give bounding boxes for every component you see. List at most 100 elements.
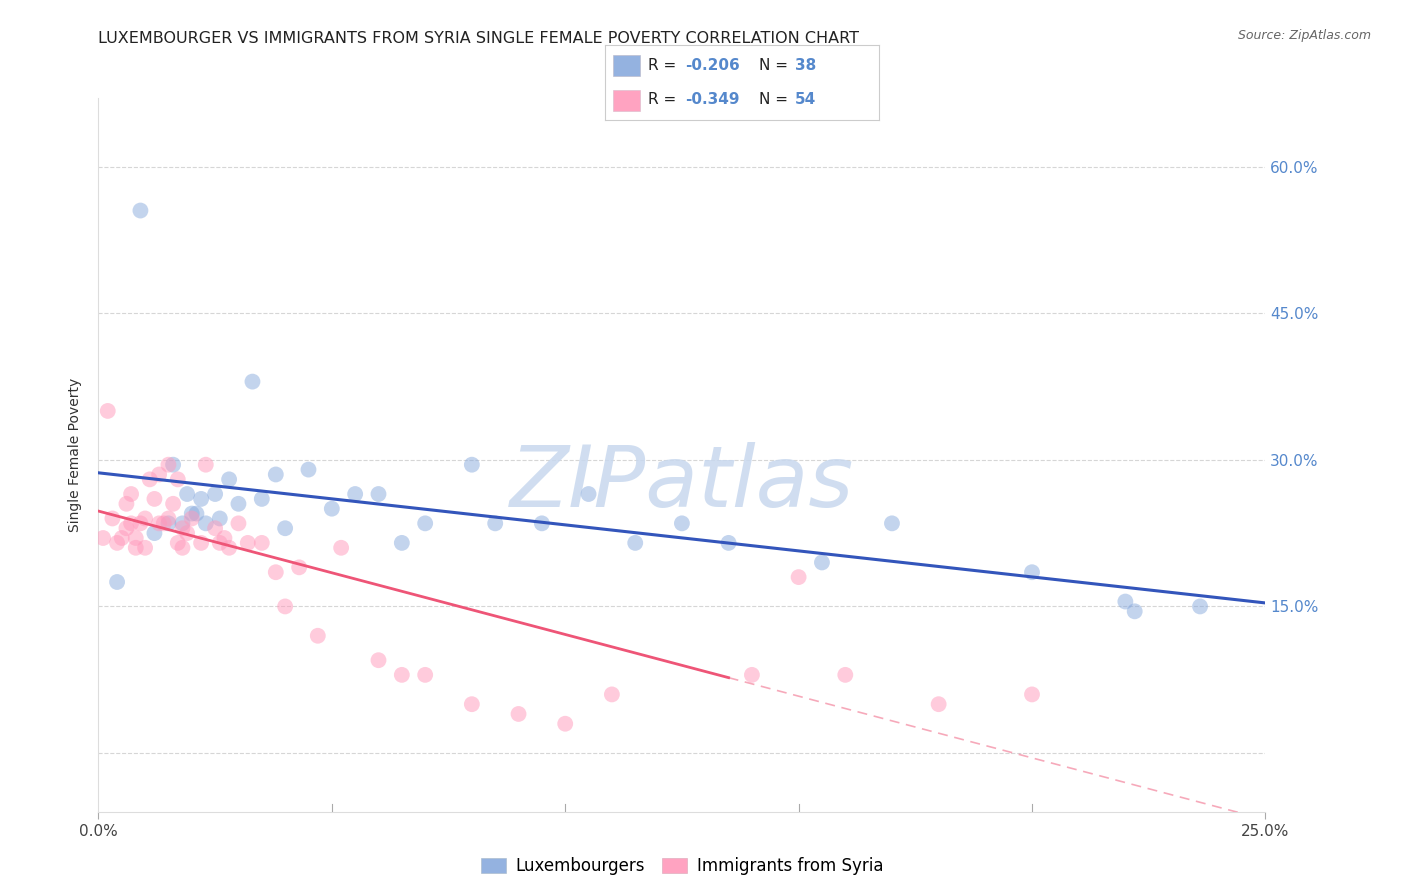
Point	[208, 536, 231, 550]
Point	[194, 458, 217, 472]
Point	[250, 491, 273, 506]
Point	[120, 516, 142, 531]
Point	[297, 462, 319, 476]
Point	[105, 536, 128, 550]
Point	[461, 458, 484, 472]
Point	[413, 516, 436, 531]
Point	[1189, 599, 1212, 614]
Point	[321, 501, 343, 516]
Point	[139, 472, 162, 486]
Point	[307, 629, 329, 643]
Point	[218, 472, 240, 486]
Point	[194, 516, 217, 531]
Point	[834, 668, 856, 682]
Y-axis label: Single Female Poverty: Single Female Poverty	[69, 378, 83, 532]
Point	[162, 458, 184, 472]
Text: N =: N =	[759, 92, 793, 107]
Point	[148, 467, 170, 482]
Point	[162, 497, 184, 511]
Point	[134, 541, 156, 555]
Point	[236, 536, 259, 550]
Point	[101, 511, 124, 525]
Point	[208, 511, 231, 525]
Point	[600, 687, 623, 701]
Point	[172, 521, 194, 535]
Point	[717, 536, 740, 550]
Point	[413, 668, 436, 682]
Point	[787, 570, 810, 584]
Point	[125, 541, 148, 555]
Point	[250, 536, 273, 550]
Point	[391, 536, 413, 550]
Point	[508, 706, 530, 721]
Text: 38: 38	[796, 58, 817, 73]
Point	[461, 697, 484, 711]
Point	[105, 574, 128, 589]
Point	[176, 526, 198, 541]
Point	[186, 507, 208, 521]
Point	[157, 516, 180, 531]
Point	[274, 599, 297, 614]
Point	[129, 516, 152, 531]
Point	[129, 203, 152, 218]
Point	[152, 516, 174, 531]
Point	[143, 526, 166, 541]
Point	[91, 531, 114, 545]
Point	[111, 531, 134, 545]
Point	[242, 375, 264, 389]
Point	[204, 521, 226, 535]
Point	[180, 511, 202, 525]
Point	[554, 716, 576, 731]
Point	[218, 541, 240, 555]
Point	[180, 507, 202, 521]
Point	[1114, 594, 1136, 608]
Text: N =: N =	[759, 58, 793, 73]
Point	[671, 516, 693, 531]
Point	[391, 668, 413, 682]
Point	[125, 531, 148, 545]
Point	[97, 404, 120, 418]
Point	[143, 491, 166, 506]
Bar	[613, 90, 640, 112]
Point	[204, 487, 226, 501]
Point	[330, 541, 353, 555]
Point	[115, 521, 138, 535]
Point	[264, 467, 287, 482]
Point	[157, 511, 180, 525]
Text: 54: 54	[796, 92, 817, 107]
Text: -0.206: -0.206	[686, 58, 740, 73]
Text: R =: R =	[648, 92, 682, 107]
Point	[880, 516, 903, 531]
Point	[176, 487, 198, 501]
Point	[484, 516, 506, 531]
Point	[166, 472, 188, 486]
Point	[367, 487, 389, 501]
Text: LUXEMBOURGER VS IMMIGRANTS FROM SYRIA SINGLE FEMALE POVERTY CORRELATION CHART: LUXEMBOURGER VS IMMIGRANTS FROM SYRIA SI…	[98, 31, 859, 46]
Point	[190, 536, 212, 550]
Text: Source: ZipAtlas.com: Source: ZipAtlas.com	[1237, 29, 1371, 42]
Text: ZIPatlas: ZIPatlas	[510, 442, 853, 525]
Point	[578, 487, 600, 501]
Point	[624, 536, 647, 550]
Point	[148, 516, 170, 531]
Point	[1021, 687, 1043, 701]
Point	[1123, 604, 1146, 618]
Point	[344, 487, 367, 501]
Point	[228, 497, 250, 511]
Point	[274, 521, 297, 535]
Point	[190, 491, 212, 506]
Point	[741, 668, 763, 682]
Point	[172, 516, 194, 531]
Text: -0.349: -0.349	[686, 92, 740, 107]
Point	[530, 516, 553, 531]
Point	[134, 511, 156, 525]
Point	[1021, 566, 1043, 580]
Point	[172, 541, 194, 555]
Bar	[613, 55, 640, 77]
Point	[288, 560, 311, 574]
Point	[214, 531, 236, 545]
Point	[166, 536, 188, 550]
Point	[157, 458, 180, 472]
Legend: Luxembourgers, Immigrants from Syria: Luxembourgers, Immigrants from Syria	[474, 851, 890, 882]
Point	[367, 653, 389, 667]
